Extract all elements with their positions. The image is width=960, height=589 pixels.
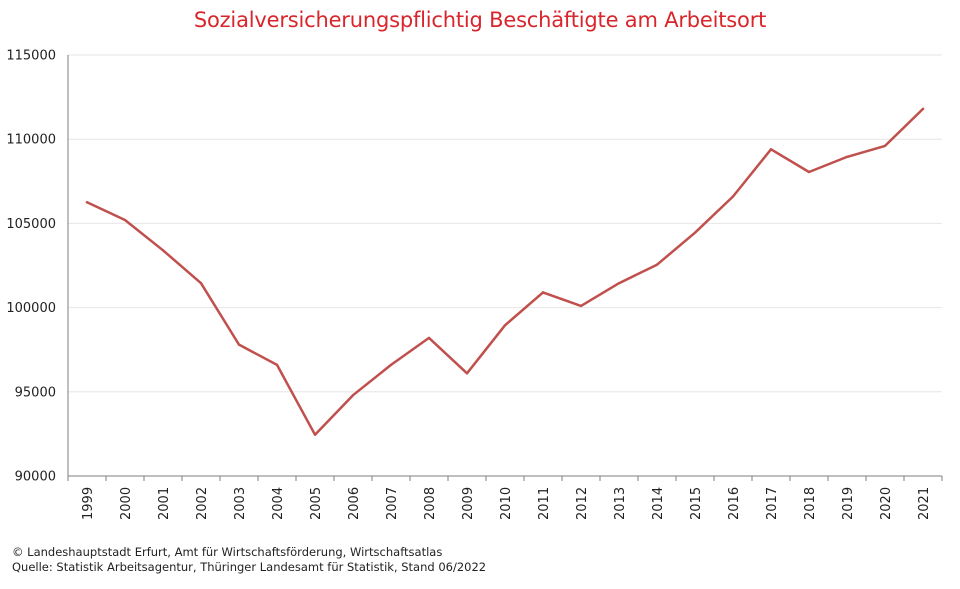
data-point <box>845 155 849 159</box>
data-point <box>503 324 507 327</box>
y-tick-labels: 90000 95000 100000 105000 110000 115000 <box>6 49 56 485</box>
x-tick-label: 2007 <box>385 487 400 520</box>
x-tick-label: 2018 <box>803 487 818 520</box>
line-chart: 90000 95000 100000 105000 110000 115000 1999 2… <box>6 49 943 520</box>
data-point <box>237 343 241 346</box>
data-point <box>199 281 203 285</box>
y-tick-label: 115000 <box>6 49 56 64</box>
x-tick-label: 1999 <box>81 487 96 520</box>
y-tick-label: 100000 <box>6 301 56 316</box>
x-tick-labels: 1999 2000 2001 2002 2003 2004 2005 2006 2007 2008… <box>81 487 932 520</box>
series-line <box>85 107 925 436</box>
copyright-note: © Landeshauptstadt Erfurt, Amt für Wirts… <box>12 545 443 559</box>
x-tick-label: 2012 <box>575 487 590 520</box>
data-point <box>351 393 355 397</box>
x-tick-label: 2011 <box>537 487 552 520</box>
x-tick-label: 2009 <box>461 487 476 520</box>
data-point <box>655 263 659 266</box>
data-point <box>731 195 735 198</box>
gridlines <box>68 54 942 393</box>
x-tick-label: 2008 <box>423 487 438 520</box>
x-tick-label: 2003 <box>233 487 248 520</box>
x-tick-label: 2017 <box>765 487 780 520</box>
data-point <box>579 304 583 308</box>
data-point <box>465 372 469 375</box>
x-tick-label: 2000 <box>119 487 134 520</box>
data-point <box>161 249 165 252</box>
data-point <box>921 107 925 111</box>
y-tick-label: 110000 <box>6 133 56 148</box>
data-point <box>313 433 317 436</box>
footer: © Landeshauptstadt Erfurt, Amt für Wirts… <box>12 545 486 575</box>
chart-title: Sozialversicherungspflichtig Beschäftigt… <box>193 8 767 32</box>
axes <box>67 55 943 481</box>
data-point <box>427 336 431 340</box>
x-tick-label: 2019 <box>841 487 856 520</box>
data-point <box>883 144 887 148</box>
x-tick-label: 2021 <box>917 487 932 520</box>
y-tick-label: 90000 <box>15 470 56 485</box>
data-point <box>275 363 279 367</box>
x-tick-label: 2015 <box>689 487 704 520</box>
data-point <box>541 291 545 294</box>
x-tick-label: 2002 <box>195 487 210 520</box>
x-tick-label: 2014 <box>651 487 666 520</box>
x-tick-label: 2006 <box>347 487 362 520</box>
data-point <box>389 363 393 367</box>
source-note: Quelle: Statistik Arbeitsagentur, Thürin… <box>12 560 487 574</box>
data-point <box>769 148 773 151</box>
y-tick-label: 95000 <box>15 385 56 400</box>
data-point <box>123 218 127 222</box>
x-tick-label: 2010 <box>499 487 514 520</box>
series-group <box>85 107 925 436</box>
x-tick-label: 2016 <box>727 487 742 520</box>
x-tick-label: 2001 <box>157 487 172 520</box>
x-tick-label: 2013 <box>613 487 628 520</box>
y-tick-label: 105000 <box>6 217 56 232</box>
data-point <box>807 170 811 174</box>
x-tick-label: 2005 <box>309 487 324 520</box>
data-point <box>693 231 697 234</box>
x-tick-label: 2020 <box>879 487 894 520</box>
x-tick-label: 2004 <box>271 487 286 520</box>
data-point <box>617 281 621 285</box>
data-point <box>85 201 89 204</box>
